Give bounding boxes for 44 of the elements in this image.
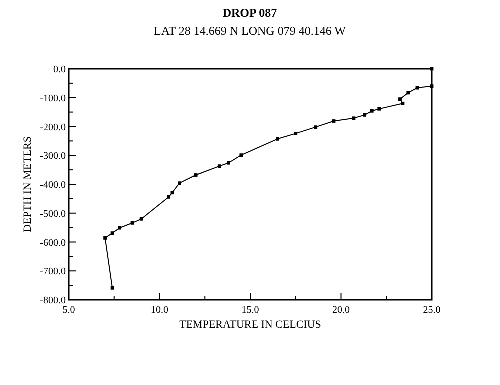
- x-axis-title: TEMPERATURE IN CELCIUS: [180, 319, 322, 331]
- y-tick-label: -400.0: [40, 180, 66, 191]
- point: [110, 286, 114, 290]
- chart-title: DROP 087: [222, 6, 278, 20]
- point: [363, 114, 367, 117]
- x-tick-label: 5.0: [62, 305, 76, 316]
- x-tick-label: 15.0: [242, 305, 260, 316]
- point: [352, 116, 356, 120]
- point: [178, 182, 182, 186]
- point: [294, 132, 298, 136]
- point: [370, 109, 374, 113]
- point: [430, 84, 434, 88]
- y-axis-title: DEPTH IN METERS: [22, 136, 34, 232]
- y-tick-label: -600.0: [40, 238, 66, 249]
- y-tick-label: -700.0: [40, 266, 66, 278]
- point: [130, 221, 134, 225]
- point: [140, 217, 144, 221]
- point: [401, 102, 405, 106]
- point: [378, 107, 382, 111]
- y-tick-label: -100.0: [40, 93, 66, 104]
- y-tick-label: -300.0: [40, 151, 66, 162]
- point: [167, 196, 171, 199]
- point: [104, 236, 107, 240]
- y-tick-label: -800.0: [40, 296, 66, 306]
- point: [314, 126, 318, 130]
- point: [332, 120, 336, 123]
- y-tick-label: -500.0: [40, 208, 66, 220]
- chart-subtitle: LAT 28 14.669 N LONG 079 40.146 W: [154, 24, 347, 38]
- x-tick-label: 20.0: [332, 305, 350, 316]
- point: [276, 137, 280, 141]
- x-tick-label: 25.0: [423, 305, 441, 316]
- point: [416, 86, 420, 90]
- y-tick-label: 0.0: [54, 64, 66, 76]
- point: [170, 191, 174, 195]
- point: [240, 154, 244, 158]
- point: [227, 161, 230, 165]
- point: [398, 98, 402, 102]
- y-tick-label: -200.0: [40, 122, 66, 134]
- point: [218, 164, 222, 168]
- x-tick-label: 10.0: [151, 305, 168, 316]
- point: [194, 174, 198, 177]
- point: [118, 226, 122, 230]
- point: [406, 91, 410, 95]
- point: [110, 232, 114, 235]
